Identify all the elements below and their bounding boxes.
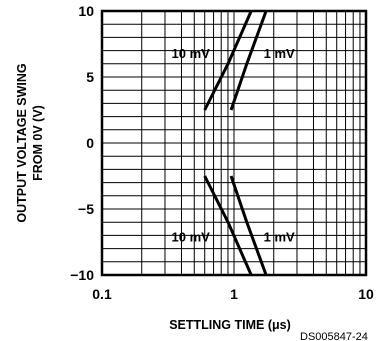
series-label: 1 mV [264, 230, 295, 245]
figure-code: DS005847-24 [300, 331, 368, 341]
x-tick-label: 1 [230, 286, 238, 302]
x-axis-label: SETTLING TIME (μs) [169, 318, 291, 332]
y-tick-label: 0 [86, 135, 94, 151]
series-line [231, 176, 266, 275]
series-line [231, 11, 266, 110]
series-label: 1 mV [264, 46, 295, 61]
series-label: 10 mV [172, 230, 211, 245]
series-label: 10 mV [172, 46, 211, 61]
y-axis-label: OUTPUT VOLTAGE SWING [15, 63, 29, 222]
y-tick-label: 5 [86, 69, 94, 85]
x-tick-label: 10 [358, 286, 374, 302]
y-tick-label: −5 [78, 201, 94, 217]
y-axis-label: FROM 0V (V) [31, 105, 45, 181]
y-tick-label: 10 [78, 3, 94, 19]
x-tick-label: 0.1 [92, 286, 112, 302]
y-tick-label: −10 [70, 267, 94, 283]
